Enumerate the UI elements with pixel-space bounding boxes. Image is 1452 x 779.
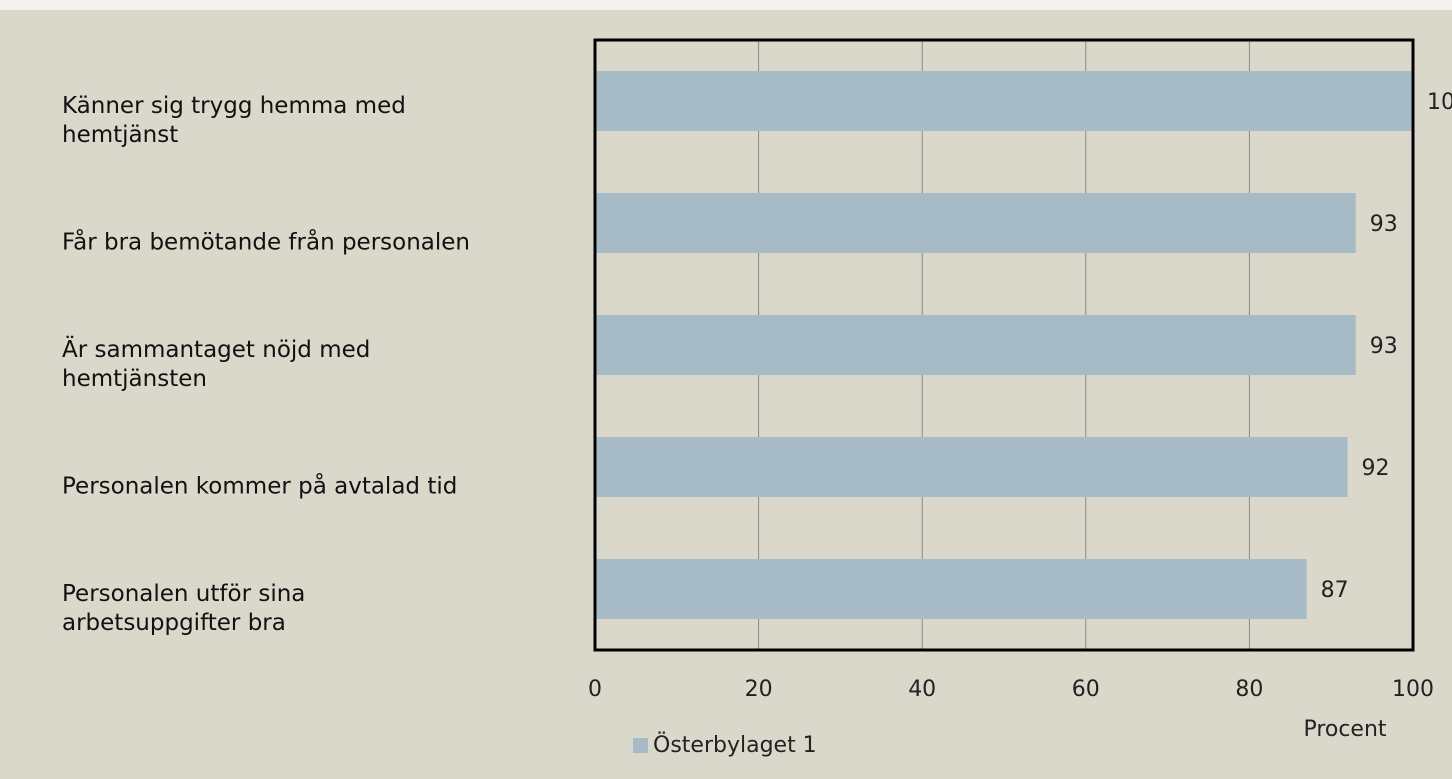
y-tick-label: Är sammantaget nöjd med hemtjänsten <box>62 337 371 392</box>
bar <box>595 193 1356 253</box>
y-tick-label: Personalen utför sina arbetsuppgifter br… <box>62 581 306 636</box>
value-label: 93 <box>1370 212 1398 237</box>
bar <box>595 315 1356 375</box>
top-band <box>0 0 1452 10</box>
value-label: 100 <box>1427 90 1452 115</box>
value-label: 92 <box>1362 456 1390 481</box>
x-tick-label: 80 <box>1235 677 1263 702</box>
x-tick-label: 0 <box>588 677 602 702</box>
y-tick-label: Känner sig trygg hemma med hemtjänst <box>62 93 406 148</box>
value-label: 93 <box>1370 334 1398 359</box>
y-tick-label: Personalen kommer på avtalad tid <box>62 473 458 500</box>
value-label: 87 <box>1321 578 1349 603</box>
bar <box>595 559 1307 619</box>
x-tick-label: 60 <box>1072 677 1100 702</box>
legend-label: Österbylaget 1 <box>653 732 817 758</box>
x-tick-label: 100 <box>1392 677 1434 702</box>
legend-swatch <box>633 738 648 753</box>
x-tick-label: 40 <box>908 677 936 702</box>
y-tick-label: Får bra bemötande från personalen <box>62 229 471 256</box>
plot-border <box>593 38 1415 652</box>
bar <box>595 71 1413 131</box>
x-tick-label: 20 <box>745 677 773 702</box>
bar <box>595 437 1348 497</box>
x-axis-label: Procent <box>1303 717 1386 742</box>
